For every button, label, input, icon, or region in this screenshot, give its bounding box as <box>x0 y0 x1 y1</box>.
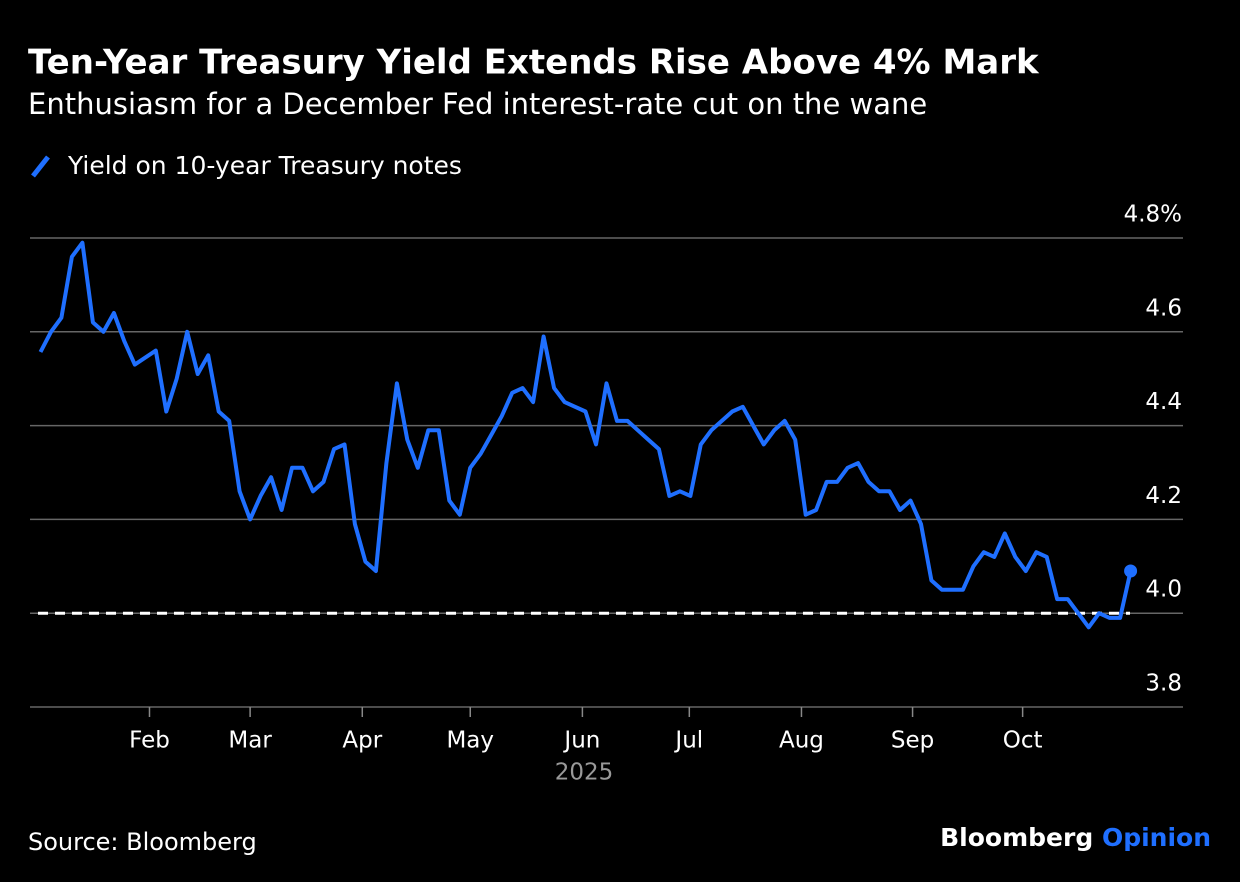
y-tick-label: 3.8 <box>1145 671 1182 697</box>
legend-label: Yield on 10-year Treasury notes <box>67 151 462 180</box>
x-tick-label: Feb <box>129 728 170 754</box>
y-tick-label: 4.2 <box>1145 483 1182 509</box>
x-tick-label: Jul <box>673 728 703 754</box>
x-tick-label: Jun <box>562 728 600 754</box>
x-tick-label: Oct <box>1003 728 1043 754</box>
series-line <box>38 240 1133 630</box>
x-tick-label: Apr <box>342 728 382 754</box>
end-marker <box>1124 564 1138 578</box>
x-tick-label: Mar <box>228 728 272 754</box>
y-tick-label: 4.8% <box>1124 202 1182 228</box>
y-tick-label: 4.0 <box>1145 577 1182 603</box>
brand-suffix: Opinion <box>1102 823 1211 852</box>
source: Source: Bloomberg <box>28 828 257 856</box>
y-tick-label: 4.4 <box>1145 389 1182 415</box>
y-tick-label: 4.6 <box>1145 295 1182 321</box>
brand-name: Bloomberg <box>940 823 1093 852</box>
legend-icon <box>31 155 50 178</box>
x-tick-label: Sep <box>891 728 934 754</box>
x-tick-label: May <box>446 728 494 754</box>
x-tick-label: Aug <box>779 728 824 754</box>
chart-title: Ten-Year Treasury Yield Extends Rise Abo… <box>28 43 1040 83</box>
chart-subtitle: Enthusiasm for a December Fed interest-r… <box>28 87 927 121</box>
x-axis-label: 2025 <box>555 760 614 786</box>
brand: Bloomberg Opinion <box>940 823 1211 852</box>
